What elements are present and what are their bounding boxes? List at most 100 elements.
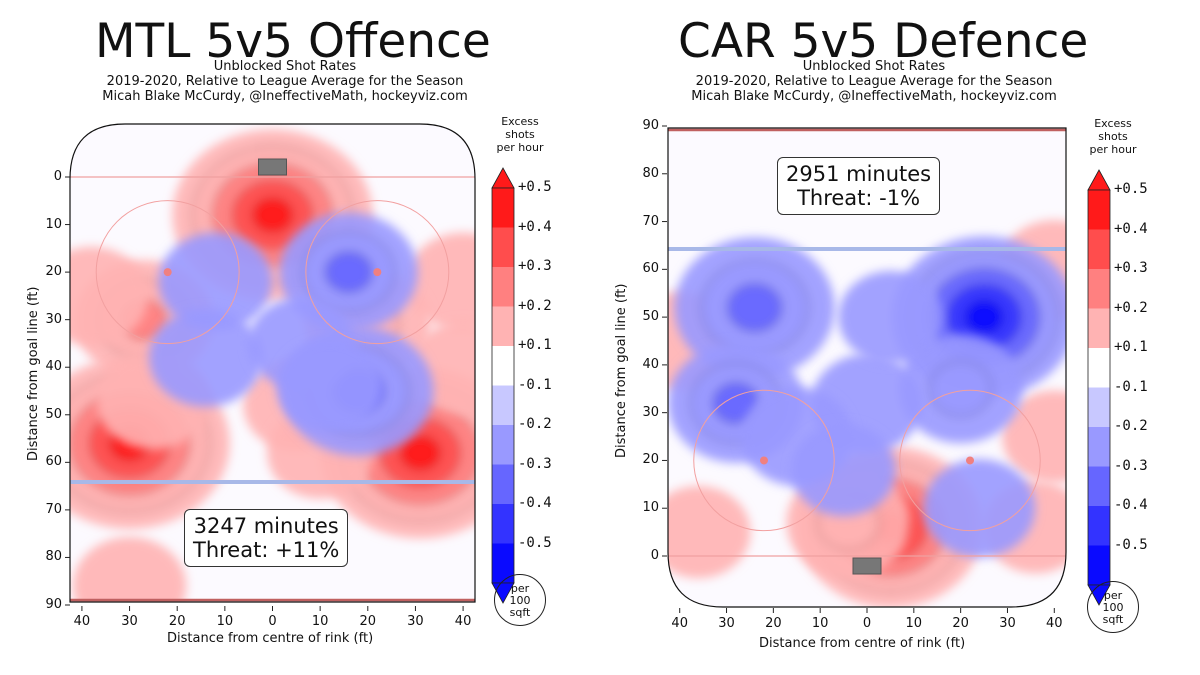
faceoff-dot <box>966 456 975 465</box>
colorbar-segment <box>1088 190 1110 230</box>
subtitle-line-2: 2019-2020, Relative to League Average fo… <box>106 74 464 89</box>
colorbar-max-arrow <box>1087 169 1111 191</box>
colorbar-tick-label: -0.5 <box>518 534 552 551</box>
faceoff-dot <box>759 456 768 465</box>
colorbar-segment <box>492 425 514 465</box>
goal-net <box>852 557 882 575</box>
x-tick-label: 0 <box>862 616 872 631</box>
x-tick-label: 40 <box>73 614 91 629</box>
x-tick-label: 10 <box>311 614 329 629</box>
x-tick-label: 20 <box>952 616 969 631</box>
colorbar-segment <box>1088 348 1110 388</box>
y-tick-label: 20 <box>45 264 62 280</box>
x-axis-label: Distance from centre of rink (ft) <box>167 631 374 646</box>
colorbar-segment <box>492 543 514 583</box>
y-tick-label: 50 <box>45 406 62 422</box>
faceoff-circle <box>899 389 1041 532</box>
x-tick-label: 40 <box>1046 616 1063 631</box>
chart-title: MTL 5v5 Offence <box>95 14 491 69</box>
mtl-offence-panel: MTL 5v5 Offence Unblocked Shot Rates 201… <box>26 14 552 646</box>
subtitle-line-3: Micah Blake McCurdy, @IneffectiveMath, h… <box>102 89 468 104</box>
y-tick-label: 40 <box>642 356 659 372</box>
y-tick-label: 20 <box>642 452 659 468</box>
x-tick-label: 10 <box>905 616 923 631</box>
y-tick-label: 80 <box>45 549 62 565</box>
colorbar-max-arrow <box>491 167 515 189</box>
x-tick-label: 30 <box>999 616 1016 631</box>
colorbar-title: Excess shots per hour <box>1089 117 1137 156</box>
shot-deficit-blob <box>276 340 383 433</box>
colorbar-tick-label: -0.4 <box>518 495 552 511</box>
colorbar-segment <box>492 346 514 386</box>
excess-shot-blob <box>668 486 751 579</box>
threat-annotation: 2951 minutes Threat: -1% <box>777 157 941 215</box>
y-tick-label: 10 <box>45 216 62 232</box>
threat-annotation: 3247 minutes Threat: +11% <box>184 509 349 567</box>
shot-deficit-blob <box>791 423 896 517</box>
shot-deficit-blob <box>838 271 943 364</box>
rink-heatmap-plot <box>65 123 476 611</box>
colorbar-tick-label: +0.2 <box>518 297 552 314</box>
colorbar-tick-label: +0.3 <box>1114 260 1148 276</box>
excess-shot-blob <box>1002 390 1066 483</box>
colorbar-tick-label: +0.4 <box>1114 220 1148 237</box>
colorbar-tick-label: -0.4 <box>1114 497 1148 513</box>
colorbar-segment <box>492 227 514 267</box>
y-tick-label: 0 <box>53 169 62 184</box>
x-tick-label: 20 <box>359 614 377 629</box>
shot-deficit-blob <box>898 334 1023 444</box>
x-tick-label: 20 <box>168 614 186 629</box>
per-100-sqft-badge: per 100 sqft <box>1087 581 1139 633</box>
threat-text: Threat: -1% <box>797 186 921 210</box>
colorbar-tick-label: +0.2 <box>1114 299 1148 316</box>
colorbar-segment <box>492 188 514 228</box>
colorbar-segment <box>1088 545 1110 585</box>
colorbar-tick-label: +0.5 <box>518 179 552 195</box>
colorbar-tick-label: +0.1 <box>1114 339 1148 355</box>
y-tick-label: 0 <box>650 548 659 563</box>
colorbar-tick-label: -0.2 <box>518 416 552 432</box>
colorbar-tick-label: +0.1 <box>518 337 552 353</box>
threat-text: Threat: +11% <box>193 538 340 562</box>
excess-shot-blob <box>406 232 475 331</box>
colorbar-segment <box>1088 506 1110 546</box>
y-tick-label: 30 <box>45 311 62 327</box>
colorbar-segment <box>492 385 514 425</box>
colorbar-tick-label: -0.3 <box>1114 457 1148 474</box>
colorbar-tick-label: -0.5 <box>1114 536 1148 553</box>
y-tick-label: 40 <box>45 359 62 375</box>
minutes-text: 2951 minutes <box>786 162 932 186</box>
excess-shot-blob <box>410 321 475 414</box>
excess-shot-blob <box>70 246 149 345</box>
colorbar-segment <box>1088 308 1110 348</box>
x-tick-label: 10 <box>216 614 234 629</box>
rink-boards <box>667 127 1067 608</box>
x-tick-label: 30 <box>407 614 424 629</box>
rink-boards <box>69 123 476 603</box>
x-axis-label: Distance from centre of rink (ft) <box>759 636 966 651</box>
x-tick-label: 0 <box>268 614 277 629</box>
minutes-text: 3247 minutes <box>193 514 339 538</box>
y-tick-label: 90 <box>45 597 62 612</box>
colorbar-tick-label: +0.5 <box>1114 181 1148 197</box>
y-tick-label: 70 <box>642 213 659 229</box>
subtitle-line-1: Unblocked Shot Rates <box>802 59 946 74</box>
subtitle-line-2: 2019-2020, Relative to League Average fo… <box>695 74 1053 89</box>
x-tick-label: 10 <box>811 616 829 631</box>
shot-deficit-blob <box>158 232 273 331</box>
y-tick-label: 70 <box>45 501 62 517</box>
colorbar-segment <box>1088 427 1110 467</box>
colorbar-segment <box>1088 229 1110 269</box>
per-100-sqft-badge: per 100 sqft <box>494 574 546 626</box>
y-tick-label: 10 <box>642 500 659 516</box>
colorbar-segment <box>492 306 514 346</box>
car-defence-panel: CAR 5v5 Defence Unblocked Shot Rates 201… <box>600 0 1200 675</box>
x-tick-label: 20 <box>765 616 782 631</box>
colorbar-tick-label: -0.3 <box>518 455 552 472</box>
x-tick-label: 40 <box>454 614 472 629</box>
faceoff-dot <box>373 268 382 277</box>
faceoff-dot <box>163 268 172 277</box>
colorbar-segment <box>492 504 514 544</box>
colorbar <box>1087 169 1111 606</box>
colorbar <box>491 167 515 604</box>
